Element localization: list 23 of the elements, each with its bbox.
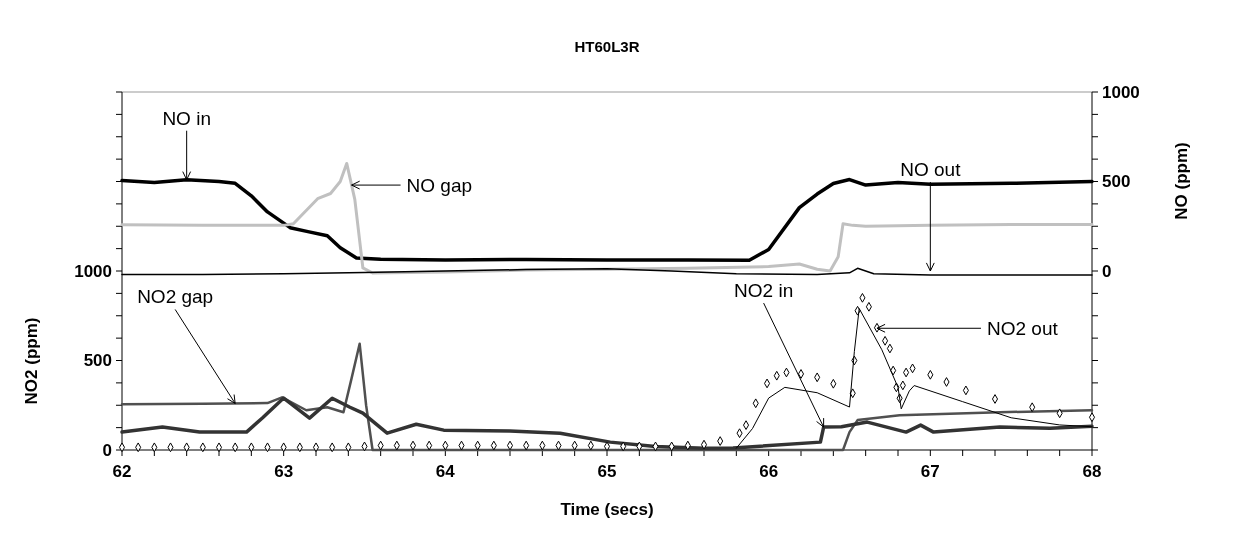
x-tick-label: 68 <box>1082 462 1102 481</box>
x-tick-label: 64 <box>435 462 456 481</box>
y-axis-title: NO2 (ppm) <box>22 317 41 405</box>
x-tick-label: 66 <box>759 462 779 481</box>
y-tick-label: 0 <box>102 440 112 460</box>
chart-title: HT60L3R <box>574 38 640 55</box>
x-tick-label: 62 <box>112 462 132 481</box>
annotation: NO2 gap <box>137 286 214 308</box>
x-tick-label: 63 <box>274 462 294 481</box>
x-tick-label: 67 <box>920 462 940 481</box>
y-tick-label: 1000 <box>74 261 112 281</box>
annotation: NO gap <box>406 175 473 197</box>
annotation: NO2 out <box>986 318 1059 340</box>
y2-tick-label: 1000 <box>1102 82 1140 102</box>
y2-axis-title: NO (ppm) <box>1172 142 1191 220</box>
annotation: NO2 in <box>734 280 794 302</box>
y-tick-label: 500 <box>83 351 112 371</box>
y2-tick-label: 500 <box>1102 172 1131 192</box>
annotation: NO in <box>162 107 211 129</box>
x-tick-label: 65 <box>597 462 617 481</box>
x-axis-title: Time (secs) <box>560 500 654 519</box>
annotation: NO out <box>900 159 962 180</box>
y2-tick-label: 0 <box>1102 261 1112 281</box>
